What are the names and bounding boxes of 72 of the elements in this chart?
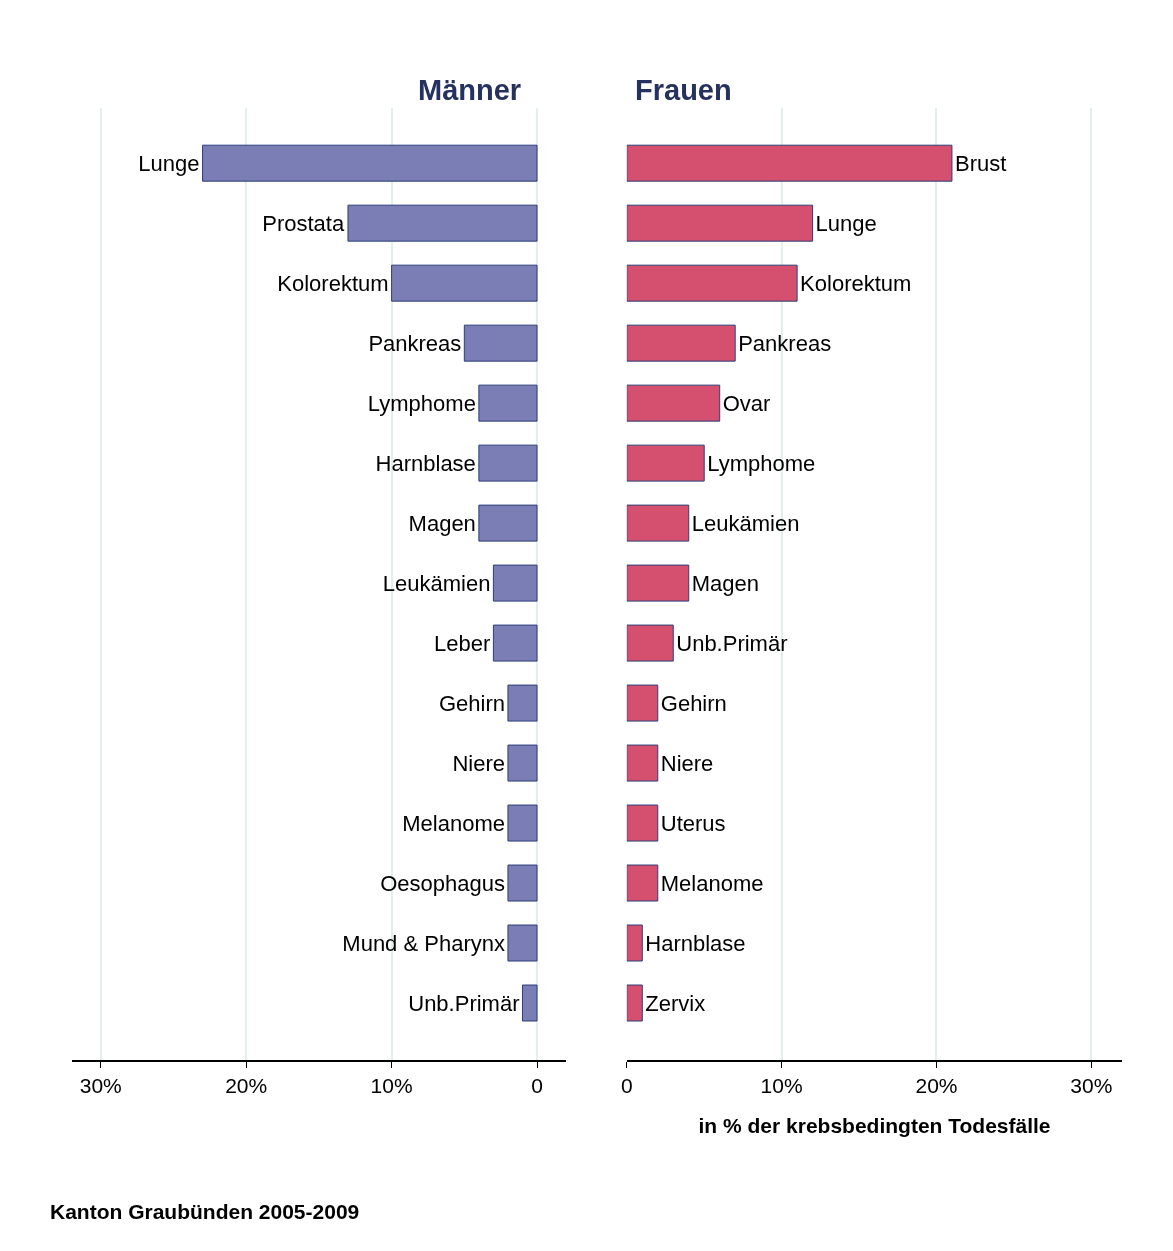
category-label: Leber (434, 630, 491, 656)
bar (626, 624, 674, 662)
category-label: Unb.Primär (408, 990, 520, 1016)
bar (347, 204, 538, 242)
bar (626, 924, 643, 962)
category-label: Gehirn (438, 690, 505, 716)
x-tick-label: 30% (1070, 1074, 1113, 1098)
bar (626, 324, 736, 362)
category-label: Oesophagus (380, 870, 505, 896)
bar (507, 924, 538, 962)
x-tick-label: 0 (531, 1074, 543, 1098)
bar (492, 624, 538, 662)
chart-title: Frauen (635, 74, 732, 106)
bar (202, 144, 538, 182)
bar (478, 384, 538, 422)
category-label: Unb.Primär (676, 630, 788, 656)
category-label: Pankreas (368, 330, 462, 356)
x-tick-label: 0 (620, 1074, 633, 1098)
category-label: Pankreas (738, 330, 832, 356)
category-label: Mund & Pharynx (342, 930, 505, 956)
x-tick-label: 10% (370, 1074, 413, 1098)
bar (463, 324, 538, 362)
bar (507, 864, 538, 902)
category-label: Magen (691, 570, 760, 596)
bar (626, 144, 953, 182)
category-label: Lunge (815, 210, 877, 236)
category-label: Lymphome (707, 450, 816, 476)
category-label: Magen (408, 510, 476, 536)
bar (391, 264, 538, 302)
bar (507, 744, 538, 782)
bar (626, 504, 690, 542)
x-tick-label: 20% (225, 1074, 268, 1098)
category-label: Kolorektum (800, 270, 912, 296)
bar (626, 264, 798, 302)
category-label: Prostata (262, 210, 345, 236)
x-axis-title: in % der krebsbedingten Todesfälle (698, 1113, 1051, 1137)
bar (626, 864, 659, 902)
category-label: Gehirn (660, 690, 727, 716)
chart-title: Männer (418, 74, 522, 106)
category-label: Melanome (402, 810, 505, 836)
category-label: Niere (452, 750, 505, 776)
x-tick-label: 30% (79, 1074, 122, 1098)
bar (626, 384, 721, 422)
category-label: Melanome (660, 870, 764, 896)
category-label: Brust (954, 150, 1007, 176)
bar (626, 744, 659, 782)
category-label: Lunge (138, 150, 200, 176)
bar (626, 204, 814, 242)
x-tick-label: 10% (760, 1074, 803, 1098)
bar (626, 564, 690, 602)
category-label: Lymphome (367, 390, 476, 416)
bar (626, 804, 659, 842)
bar (478, 504, 538, 542)
category-label: Leukämien (382, 570, 491, 596)
bar (478, 444, 538, 482)
category-label: Harnblase (375, 450, 476, 476)
category-label: Harnblase (645, 930, 746, 956)
bar (626, 684, 659, 722)
text: Kanton Graubünden 2005-2009 (50, 1200, 360, 1223)
category-label: Niere (660, 750, 714, 776)
category-label: Ovar (722, 390, 771, 416)
bar (507, 804, 538, 842)
category-label: Uterus (660, 810, 726, 836)
bar (492, 564, 538, 602)
bar (521, 984, 538, 1022)
bar (626, 984, 643, 1022)
bar (507, 684, 538, 722)
category-label: Zervix (645, 990, 706, 1016)
category-label: Kolorektum (277, 270, 389, 296)
x-tick-label: 20% (915, 1074, 958, 1098)
category-label: Leukämien (691, 510, 800, 536)
bar (626, 444, 705, 482)
